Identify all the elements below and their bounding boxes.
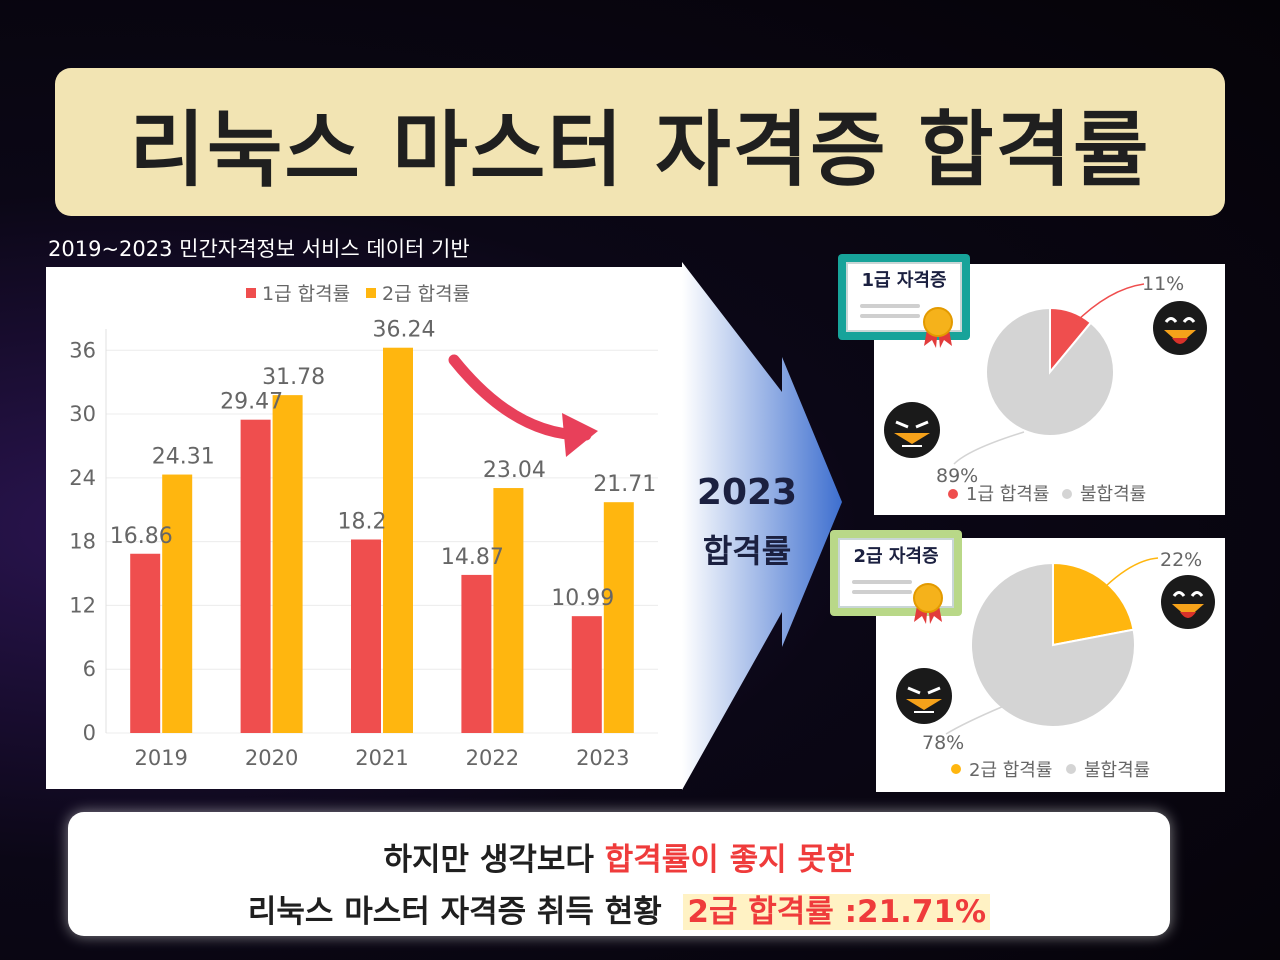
title-banner: 리눅스 마스터 자격증 합격률 [55,68,1225,216]
summary-line-1: 하지만 생각보다 합격률이 좋지 못한 [68,834,1170,879]
certificate-level2-title: 2급 자격증 [853,546,939,567]
bar-value-label: 14.87 [441,545,504,570]
big-arrow: 2023 합격률 [682,262,842,796]
pie1-legend-pass: 1급 합격률 [966,484,1049,505]
bar-2-2019 [162,474,193,733]
penguin-happy-icon [1153,301,1207,355]
legend-swatch-fail [1066,764,1076,774]
pie1-fail-label: 89% [936,465,978,487]
big-arrow-shape [682,262,842,790]
pie1-legend-fail: 불합격률 [1080,484,1146,505]
penguin-sad-icon [884,402,940,458]
pie-chart-level1: 11% 89% 1급 합격률 불합격률 [884,273,1207,505]
summary-box: 하지만 생각보다 합격률이 좋지 못한 리눅스 마스터 자격증 취득 현황 2급… [68,812,1170,936]
summary-line-2: 리눅스 마스터 자격증 취득 현황 2급 합격률 :21.71% [68,886,1170,931]
y-tick-label: 30 [69,402,96,426]
summary-line-1-red: 합격률이 좋지 못한 [604,842,855,878]
pie-slice-1 [985,306,1115,437]
summary-highlight: 2급 합격률 :21.71% [683,894,991,930]
bar-2-2023 [603,502,634,733]
pie2-fail-label: 78% [922,732,964,754]
legend-label: 2급 합격률 [382,283,470,305]
trend-arrow-head [562,413,598,457]
pie2-legend-fail: 불합격률 [1084,760,1150,781]
leader-line-pass [1105,557,1159,587]
x-tick-label: 2020 [245,746,298,770]
bar-value-label: 24.31 [152,445,215,470]
bar-value-label: 18.2 [338,510,387,535]
penguin-sad-icon [896,668,952,724]
bar-2-2021 [383,347,413,733]
legend-swatch [246,288,256,298]
bar-value-label: 21.71 [593,472,656,497]
arrow-year: 2023 [696,472,798,513]
y-tick-label: 24 [69,466,96,490]
bar-1-2022 [461,574,492,733]
bar-value-label: 31.78 [262,365,325,390]
bar-1-2023 [571,616,602,733]
pie2-legend-pass: 2급 합격률 [969,760,1052,781]
y-tick-label: 6 [83,657,96,681]
bar-1-2019 [130,553,161,733]
legend-swatch-fail [1062,489,1072,499]
certificate-level2: 2급 자격증 [830,530,962,624]
x-tick-label: 2021 [355,746,408,770]
y-tick-label: 0 [83,721,96,745]
leader-line-pass [1073,283,1145,325]
bar-value-label: 36.24 [373,318,436,343]
y-tick-label: 36 [69,338,96,362]
x-tick-label: 2023 [576,746,629,770]
medal-icon [913,583,943,624]
bar-value-label: 10.99 [551,586,614,611]
bar-2-2020 [272,395,303,733]
leader-line-fail [953,431,1025,465]
legend-swatch [366,288,376,298]
arrow-label: 합격률 [702,532,792,570]
bar-1-2020 [240,419,271,733]
bar-value-label: 23.04 [483,458,546,483]
bar-value-label: 29.47 [220,390,283,415]
pie-chart-level2: 22% 78% 2급 합격률 불합격률 [896,549,1215,781]
legend-swatch-pass [948,489,958,499]
y-tick-label: 12 [69,593,96,617]
bar-value-label: 16.86 [110,524,173,549]
legend-label: 1급 합격률 [262,283,350,305]
summary-line-2-plain: 리눅스 마스터 자격증 취득 현황 [247,894,684,930]
bar-chart-panel: 0 6 12 18 24 30 36 16.86 24.31 29.47 31.78 18.2 36.… [46,267,682,789]
bar-2-2022 [493,488,524,733]
medal-icon [923,307,953,348]
penguin-happy-icon [1161,575,1215,629]
certificate-level1-title: 1급 자격증 [861,270,947,291]
pie1-pass-label: 11% [1142,273,1184,295]
legend-swatch-pass [951,764,961,774]
pie-slice-0 [1052,561,1135,647]
y-tick-label: 18 [69,530,96,554]
summary-line-1-plain: 하지만 생각보다 [383,842,605,878]
pie2-pass-label: 22% [1160,549,1202,571]
page-title: 리눅스 마스터 자격증 합격률 [129,102,1151,198]
source-note: 2019~2023 민간자격정보 서비스 데이터 기반 [48,237,470,261]
x-tick-label: 2022 [466,746,519,770]
x-tick-label: 2019 [134,746,187,770]
bar-1-2021 [351,539,381,733]
leader-line-fail [945,705,1005,735]
certificate-level1: 1급 자격증 [838,254,970,348]
